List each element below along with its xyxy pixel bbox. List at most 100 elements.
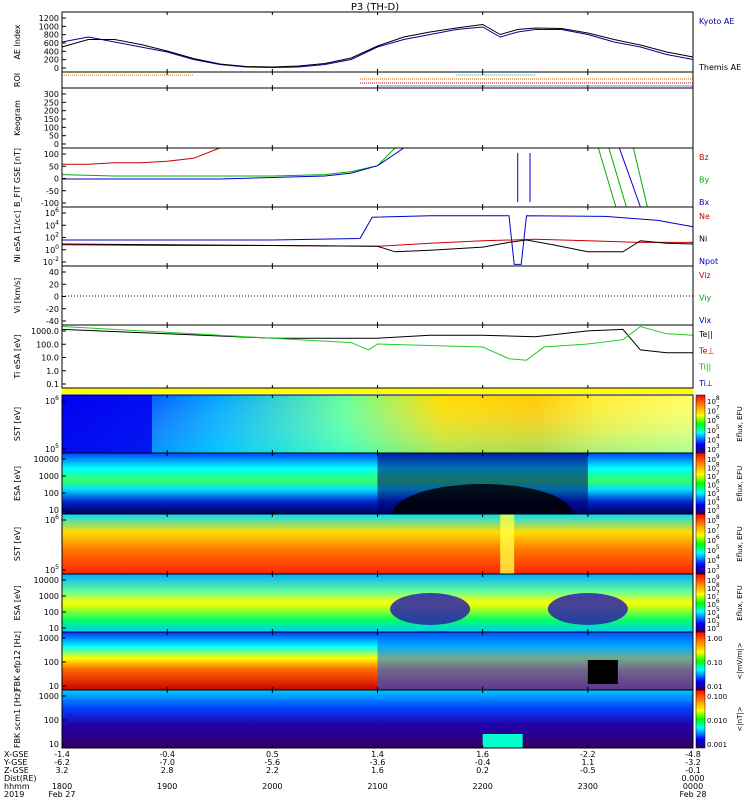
colorbar-tick: 106 <box>707 414 720 425</box>
x-axis-row-label: X-GSE <box>4 750 29 759</box>
y-tick-label: 1000 <box>39 22 59 31</box>
y-tick-label: 100 <box>44 150 59 159</box>
fbk-quiet <box>377 632 693 690</box>
y-tick-label: 100 <box>44 608 59 617</box>
y-tick-label: 1200 <box>39 14 59 23</box>
chart-title: P3 (TH-D) <box>351 2 399 13</box>
legend-entry: Bx <box>699 198 709 207</box>
panel-frame <box>61 11 694 73</box>
axes-layer <box>61 11 694 749</box>
x-axis-cell: 0.2 <box>476 766 489 775</box>
y-tick-label: 100 <box>44 658 59 667</box>
y-axis-label: Keogram <box>13 100 22 136</box>
x-axis-cell: -3.2 <box>685 758 701 767</box>
colorbar-tick: 104 <box>707 614 720 625</box>
colorbar-label: Eflux, EFU <box>736 585 744 620</box>
legend-entry: Viz <box>699 271 711 280</box>
x-axis-cell: 0.5 <box>266 750 279 759</box>
temperature-line <box>61 325 694 361</box>
colorbar-tick: 104 <box>707 554 720 565</box>
sst-dark-block <box>62 395 152 453</box>
y-tick-label: -40 <box>46 317 59 326</box>
esa-hole-2 <box>547 593 628 625</box>
x-axis-row-label: Y-GSE <box>3 758 27 767</box>
series-line <box>62 147 405 180</box>
colorbar-label: Eflux, EFU <box>736 466 744 501</box>
y-tick-label: -20 <box>46 305 59 314</box>
x-axis-row-label: Z-GSE <box>4 766 29 775</box>
colorbar-tick: 108 <box>707 395 720 406</box>
y-axis-label: ESA [eV] <box>13 586 22 621</box>
series-line <box>61 147 396 177</box>
y-tick-label: 800 <box>44 31 59 40</box>
colorbar-tick: 105 <box>707 487 720 498</box>
colorbar-label: Eflux, EFU <box>736 526 744 561</box>
b-trace <box>618 147 641 208</box>
y-tick-label: 0 <box>54 64 59 73</box>
y-tick-label: 100 <box>45 244 59 255</box>
x-axis-cell: 2200 <box>472 782 492 791</box>
colorbar-tick: 105 <box>707 544 720 555</box>
y-tick-label: 10 <box>49 740 59 749</box>
x-axis-cell: -6.2 <box>54 758 70 767</box>
panel-frame <box>61 324 694 389</box>
y-tick-label: 106 <box>45 395 59 406</box>
sst-spectrogram-2 <box>62 514 693 574</box>
legend-entry: Npot <box>699 257 718 266</box>
y-tick-label: 10.0 <box>41 354 59 363</box>
x-axis-row-label: 2019 <box>4 790 24 799</box>
y-tick-label: 1000 <box>39 634 59 643</box>
yellow-strip <box>62 388 693 394</box>
colorbar <box>695 513 706 575</box>
colorbar-tick: 106 <box>707 534 720 545</box>
x-axis-cell: -0.4 <box>159 750 175 759</box>
colorbar-tick: 0.10 <box>707 659 723 667</box>
legend-entry: Viy <box>699 294 712 303</box>
series-line <box>61 26 694 69</box>
colorbar-tick: 103 <box>707 443 720 454</box>
b-trace <box>608 147 627 208</box>
x-axis-cell: 2000 <box>262 782 282 791</box>
x-axis-cell: 1.1 <box>581 758 594 767</box>
y-tick-label: 0 <box>54 175 59 184</box>
y-tick-label: 1000 <box>39 472 59 481</box>
colorbar-tick: 103 <box>707 504 720 515</box>
y-axis-label: SST [eV] <box>13 407 22 441</box>
y-tick-label: 10 <box>49 682 59 691</box>
y-tick-label: 50 <box>49 132 59 141</box>
y-tick-label: 100.0 <box>36 340 59 349</box>
y-tick-label: 105 <box>45 443 59 454</box>
y-tick-label: 100 <box>44 716 59 725</box>
colorbar-tick: 108 <box>707 582 720 593</box>
colorbar-tick: 105 <box>707 606 720 617</box>
x-axis-cell: Feb 27 <box>49 790 76 799</box>
x-axis-row-label: Dist(RE) <box>4 774 37 783</box>
density-line <box>62 215 694 265</box>
y-tick-label: 1000 <box>39 692 59 701</box>
y-tick-label: 1.0 <box>46 367 59 376</box>
y-tick-label: 40 <box>49 268 59 277</box>
y-tick-label: 100 <box>44 489 59 498</box>
x-axis-cell: -3.6 <box>370 758 386 767</box>
x-axis-cell: 1800 <box>52 782 72 791</box>
colorbar-tick: 107 <box>707 590 720 601</box>
y-axis-label: AE Index <box>13 24 22 59</box>
colorbar-tick: 0.01 <box>707 683 723 691</box>
x-axis-cell: -0.1 <box>685 766 701 775</box>
y-tick-label: 102 <box>45 232 59 243</box>
y-axis-label: FBK scm1 [Hz] <box>13 690 22 748</box>
x-axis-cell: 0.000 <box>682 774 705 783</box>
legend-entry: Te⊥ <box>698 346 714 355</box>
colorbar-tick: 0.010 <box>707 717 727 725</box>
y-tick-label: 250 <box>44 98 59 107</box>
colorbar-tick: 109 <box>707 453 720 464</box>
legend-entry: Vix <box>699 316 712 325</box>
colorbar <box>695 573 706 633</box>
y-tick-label: 10 <box>49 506 59 515</box>
x-axis-cell: 2100 <box>367 782 387 791</box>
sst-band <box>500 514 515 574</box>
colorbar-label: Eflux, EFU <box>736 406 744 441</box>
y-tick-label: 1000 <box>39 592 59 601</box>
x-axis-cell: -5.6 <box>265 758 281 767</box>
